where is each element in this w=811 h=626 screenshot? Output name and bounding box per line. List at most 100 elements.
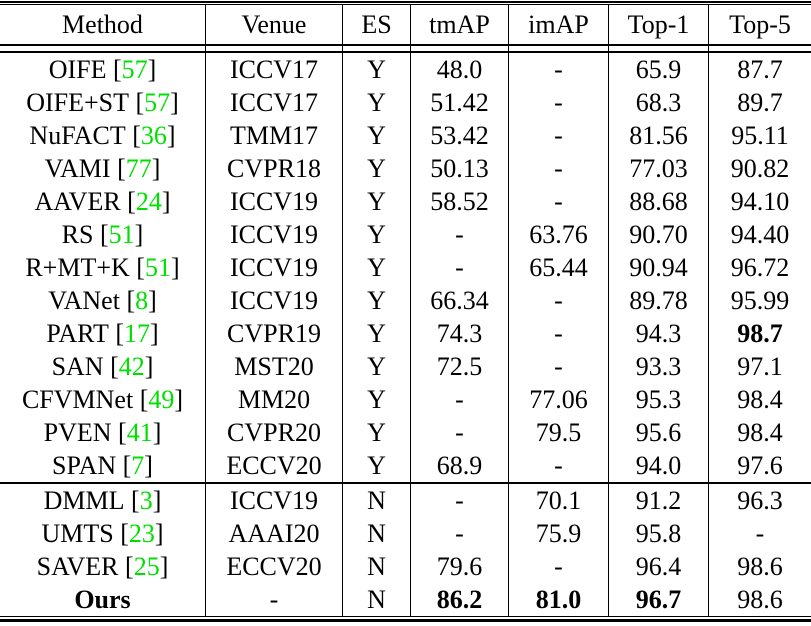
top1-cell: 77.03 <box>608 152 708 185</box>
tmap-cell: 48.0 <box>410 53 508 86</box>
method-name: RS <box>61 219 94 249</box>
table-row: UMTS [23] AAAI20 N - 75.9 95.8 - <box>0 517 811 550</box>
citation-ref[interactable]: 51 <box>108 219 135 249</box>
es-cell: Y <box>342 383 410 416</box>
method-name: OIFE+ST <box>26 87 129 117</box>
table-row: PVEN [41] CVPR20 Y - 79.5 95.6 98.4 <box>0 416 811 449</box>
citation-ref[interactable]: 57 <box>144 87 171 117</box>
column-header-tmap: tmAP <box>410 5 508 44</box>
top5-cell: 87.7 <box>708 53 811 86</box>
es-cell: Y <box>342 152 410 185</box>
citation-ref[interactable]: 51 <box>144 252 171 282</box>
top1-cell: 81.56 <box>608 119 708 152</box>
es-cell: Y <box>342 86 410 119</box>
es-cell: N <box>342 484 410 517</box>
table-row: CFVMNet [49] MM20 Y - 77.06 95.3 98.4 <box>0 383 811 416</box>
top5-cell: 98.6 <box>708 583 811 616</box>
imap-cell: 81.0 <box>508 583 608 616</box>
citation-ref[interactable]: 49 <box>148 384 175 414</box>
citation: [7] <box>116 450 153 480</box>
tmap-cell: - <box>410 517 508 550</box>
venue-cell: TMM17 <box>205 119 342 152</box>
citation-ref[interactable]: 42 <box>118 351 145 381</box>
column-header-imap: imAP <box>508 5 608 44</box>
tmap-cell: - <box>410 218 508 251</box>
top1-cell: 96.7 <box>608 583 708 616</box>
venue-cell: CVPR18 <box>205 152 342 185</box>
citation-ref[interactable]: 17 <box>124 318 150 348</box>
method-cell: NuFACT [36] <box>0 119 205 152</box>
separator-cell <box>342 46 410 51</box>
citation-ref[interactable]: 36 <box>140 120 167 150</box>
separator-cell <box>508 46 608 51</box>
table-top-rule <box>0 1 811 5</box>
top5-cell: 98.7 <box>708 317 811 350</box>
imap-cell: - <box>508 449 608 482</box>
top5-cell: 94.10 <box>708 185 811 218</box>
citation: [36] <box>125 120 176 150</box>
table-row: OIFE+ST [57] ICCV17 Y 51.42 - 68.3 89.7 <box>0 86 811 119</box>
imap-cell: - <box>508 284 608 317</box>
citation-ref[interactable]: 3 <box>139 485 153 515</box>
method-name: Ours <box>74 584 131 614</box>
citation-ref[interactable]: 24 <box>135 186 162 216</box>
method-name: OIFE <box>48 54 107 84</box>
citation: [51] <box>129 252 180 282</box>
tmap-cell: - <box>410 251 508 284</box>
top1-cell: 95.8 <box>608 517 708 550</box>
table-row: DMML [3] ICCV19 N - 70.1 91.2 96.3 <box>0 484 811 517</box>
method-name: VAMI <box>44 153 111 183</box>
column-header-venue: Venue <box>205 5 342 44</box>
section-divider-rule <box>0 482 811 484</box>
citation-ref[interactable]: 25 <box>133 551 160 581</box>
tmap-cell: 74.3 <box>410 317 508 350</box>
separator-cell <box>205 46 342 51</box>
citation-ref[interactable]: 57 <box>121 54 148 84</box>
imap-cell: - <box>508 185 608 218</box>
method-cell: SAVER [25] <box>0 550 205 583</box>
citation-ref[interactable]: 23 <box>128 518 155 548</box>
venue-cell: ICCV19 <box>205 484 342 517</box>
column-header-es: ES <box>342 5 410 44</box>
tmap-cell: 66.34 <box>410 284 508 317</box>
separator-cell <box>410 46 508 51</box>
venue-cell: ICCV19 <box>205 185 342 218</box>
citation: [57] <box>106 54 157 84</box>
tmap-cell: 72.5 <box>410 350 508 383</box>
imap-cell: 70.1 <box>508 484 608 517</box>
es-cell: Y <box>342 350 410 383</box>
top5-cell: 98.4 <box>708 383 811 416</box>
imap-cell: 75.9 <box>508 517 608 550</box>
citation-ref[interactable]: 77 <box>125 153 152 183</box>
method-name: PART <box>46 318 109 348</box>
separator-cell <box>0 46 205 51</box>
citation-ref[interactable]: 8 <box>135 285 149 315</box>
venue-cell: MST20 <box>205 350 342 383</box>
method-name: NuFACT <box>29 120 126 150</box>
citation: [57] <box>128 87 179 117</box>
venue-cell: ICCV19 <box>205 284 342 317</box>
tmap-cell: 53.42 <box>410 119 508 152</box>
tmap-cell: - <box>410 484 508 517</box>
table-section-extra-supervision: OIFE [57] ICCV17 Y 48.0 - 65.9 87.7 OIFE… <box>0 53 811 482</box>
table-row: SAN [42] MST20 Y 72.5 - 93.3 97.1 <box>0 350 811 383</box>
top5-cell: 98.4 <box>708 416 811 449</box>
venue-cell: MM20 <box>205 383 342 416</box>
method-name: PVEN <box>43 417 112 447</box>
method-cell: VAMI [77] <box>0 152 205 185</box>
citation-ref[interactable]: 7 <box>131 450 145 480</box>
citation-ref[interactable]: 41 <box>126 417 153 447</box>
venue-cell: ICCV17 <box>205 53 342 86</box>
top1-cell: 93.3 <box>608 350 708 383</box>
citation: [25] <box>118 551 169 581</box>
top1-cell: 95.3 <box>608 383 708 416</box>
table-row: VAMI [77] CVPR18 Y 50.13 - 77.03 90.82 <box>0 152 811 185</box>
citation: [51] <box>93 219 144 249</box>
method-cell: SPAN [7] <box>0 449 205 482</box>
method-cell: SAN [42] <box>0 350 205 383</box>
method-name: SPAN <box>52 450 117 480</box>
top5-cell: 94.40 <box>708 218 811 251</box>
venue-cell: ECCV20 <box>205 449 342 482</box>
top1-cell: 95.6 <box>608 416 708 449</box>
